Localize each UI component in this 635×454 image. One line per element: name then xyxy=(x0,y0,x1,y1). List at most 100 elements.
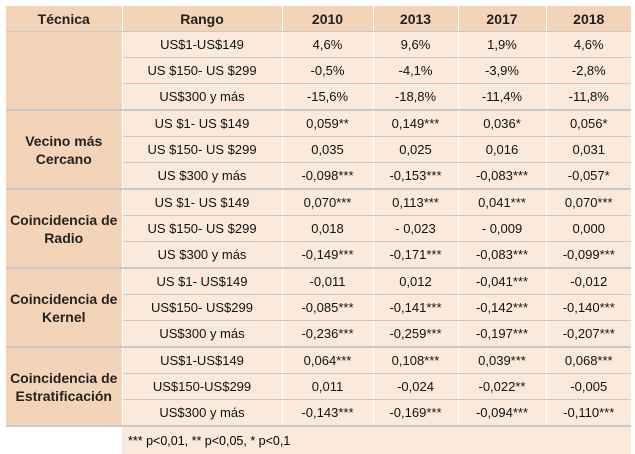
value-cell-2017: -0,022** xyxy=(457,373,546,400)
header-range: Rango xyxy=(122,6,283,32)
value-cell-2013: 0,108*** xyxy=(372,347,458,374)
value-cell-2017: 0,039*** xyxy=(457,347,546,374)
value-cell-2013: 0,113*** xyxy=(372,189,458,216)
table-row: US $150- US $299 0,018- 0,023- 0,009 0,000 xyxy=(6,215,631,242)
value-cell-2010: -0,143*** xyxy=(281,399,373,427)
value-cell-2010: 0,011 xyxy=(281,373,373,400)
value-cell-2013: -0,171*** xyxy=(372,241,458,269)
value-cell-2010: 4,6% xyxy=(281,31,373,58)
value-cell-2013: -18,8% xyxy=(372,83,458,111)
table-row: US$300 y más -0,143*** -0,169*** -0,094*** -… xyxy=(6,399,631,427)
range-cell: US $300 y más xyxy=(122,162,282,190)
value-cell-2017: -0,142*** xyxy=(457,294,546,321)
technique-label: Coincidencia de Estratificación xyxy=(6,347,123,427)
header-year-2013: 2013 xyxy=(373,6,459,32)
table-row: US $300 y más -0,149*** -0,171*** -0,083***… xyxy=(6,241,631,269)
value-cell-2018: 0,031 xyxy=(545,136,631,163)
value-cell-2018: -11,8% xyxy=(545,83,631,111)
value-cell-2010: -0,098*** xyxy=(281,162,373,190)
value-cell-2017: 0,036* xyxy=(457,110,546,137)
header-year-2010: 2010 xyxy=(282,6,374,32)
table-row: US $300 y más -0,098*** -0,153*** -0,083***… xyxy=(6,162,631,190)
value-cell-2017: -0,094*** xyxy=(457,399,546,427)
value-cell-2010: -0,085*** xyxy=(281,294,373,321)
range-cell: US$1-US$149 xyxy=(122,347,282,374)
value-cell-2018: -2,8% xyxy=(545,57,631,84)
significance-note: *** p<0,01, ** p<0,05, * p<0,1 xyxy=(122,426,631,454)
value-cell-2013: 0,149*** xyxy=(372,110,458,137)
table-row: US$300 y más -15,6% -18,8% -11,4% -11,8% xyxy=(6,83,631,111)
value-cell-2013: -0,024 xyxy=(372,373,458,400)
technique-label: Vecino más Cercano xyxy=(6,110,123,190)
table-row: US$1-US$149 4,6% 9,6% 1,9% 4,6% xyxy=(6,31,631,111)
value-cell-2010: 0,059** xyxy=(281,110,373,137)
value-cell-2018: 0,056* xyxy=(545,110,631,137)
value-cell-2010: 0,035 xyxy=(281,136,373,163)
value-cell-2018: -0,057* xyxy=(545,162,631,190)
value-cell-2013: - 0,023 xyxy=(372,215,458,242)
value-cell-2017: -0,197*** xyxy=(457,320,546,348)
value-cell-2018: 0,068*** xyxy=(545,347,631,374)
range-cell: US$300 y más xyxy=(122,399,282,427)
value-cell-2010: 0,070*** xyxy=(281,189,373,216)
value-cell-2018: 0,000 xyxy=(545,215,631,242)
table-body: US$1-US$149 4,6% 9,6% 1,9% 4,6% US $150- US $… xyxy=(6,31,631,427)
table-row: US$150- US$299 -0,085*** -0,141*** -0,142**… xyxy=(6,294,631,321)
note-spacer xyxy=(6,426,122,454)
value-cell-2017: - 0,009 xyxy=(457,215,546,242)
table-row: Coincidencia de Estratificación US$1-US$1… xyxy=(6,347,631,427)
value-cell-2018: 0,070*** xyxy=(545,189,631,216)
table-row: US $150- US $299 -0,5% -4,1% -3,9% -2,8% xyxy=(6,57,631,84)
range-cell: US$300 y más xyxy=(122,83,282,111)
value-cell-2013: -0,259*** xyxy=(372,320,458,348)
value-cell-2013: 0,012 xyxy=(372,268,458,295)
value-cell-2017: -0,083*** xyxy=(457,162,546,190)
value-cell-2018: -0,005 xyxy=(545,373,631,400)
value-cell-2017: 0,041*** xyxy=(457,189,546,216)
header-year-2017: 2017 xyxy=(458,6,547,32)
technique-label: Coincidencia de Radio xyxy=(6,189,123,269)
value-cell-2017: -11,4% xyxy=(457,83,546,111)
value-cell-2018: -0,110*** xyxy=(545,399,631,427)
table-row: Coincidencia de Radio US $1- US $149 0,070… xyxy=(6,189,631,269)
range-cell: US $1- US$149 xyxy=(122,268,282,295)
value-cell-2017: 0,016 xyxy=(457,136,546,163)
table-row: Coincidencia de Kernel US $1- US$149 -0,01… xyxy=(6,268,631,348)
results-table: Técnica Rango 2010 2013 2017 2018 US$1-U… xyxy=(6,6,631,454)
table-row: US$300 y más -0,236*** -0,259*** -0,197*** -… xyxy=(6,320,631,348)
range-cell: US $150- US $299 xyxy=(122,215,282,242)
value-cell-2013: -0,141*** xyxy=(372,294,458,321)
value-cell-2018: -0,140*** xyxy=(545,294,631,321)
table-row: US$150-US$299 0,011 -0,024 -0,022** -0,005 xyxy=(6,373,631,400)
header-row: Técnica Rango 2010 2013 2017 2018 xyxy=(6,6,631,32)
value-cell-2010: -0,236*** xyxy=(281,320,373,348)
value-cell-2010: -0,5% xyxy=(281,57,373,84)
value-cell-2013: -4,1% xyxy=(372,57,458,84)
value-cell-2013: 9,6% xyxy=(372,31,458,58)
header-year-2018: 2018 xyxy=(546,6,631,32)
range-cell: US $300 y más xyxy=(122,241,282,269)
range-cell: US$150- US$299 xyxy=(122,294,282,321)
technique-label xyxy=(6,31,123,111)
value-cell-2018: -0,207*** xyxy=(545,320,631,348)
range-cell: US $1- US $149 xyxy=(122,110,282,137)
value-cell-2018: -0,012 xyxy=(545,268,631,295)
value-cell-2010: 0,018 xyxy=(281,215,373,242)
value-cell-2017: -3,9% xyxy=(457,57,546,84)
range-cell: US$300 y más xyxy=(122,320,282,348)
range-cell: US$1-US$149 xyxy=(122,31,282,58)
value-cell-2010: -0,011 xyxy=(281,268,373,295)
value-cell-2017: -0,041*** xyxy=(457,268,546,295)
value-cell-2013: -0,169*** xyxy=(372,399,458,427)
note-row: *** p<0,01, ** p<0,05, * p<0,1 xyxy=(6,426,631,454)
range-cell: US $1- US $149 xyxy=(122,189,282,216)
value-cell-2010: -15,6% xyxy=(281,83,373,111)
value-cell-2013: -0,153*** xyxy=(372,162,458,190)
table-row: US $150- US $299 0,035 0,025 0,016 0,031 xyxy=(6,136,631,163)
value-cell-2010: -0,149*** xyxy=(281,241,373,269)
value-cell-2013: 0,025 xyxy=(372,136,458,163)
range-cell: US $150- US $299 xyxy=(122,136,282,163)
range-cell: US$150-US$299 xyxy=(122,373,282,400)
value-cell-2018: -0,099*** xyxy=(545,241,631,269)
table-row: Vecino más Cercano US $1- US $149 0,059** 0… xyxy=(6,110,631,190)
